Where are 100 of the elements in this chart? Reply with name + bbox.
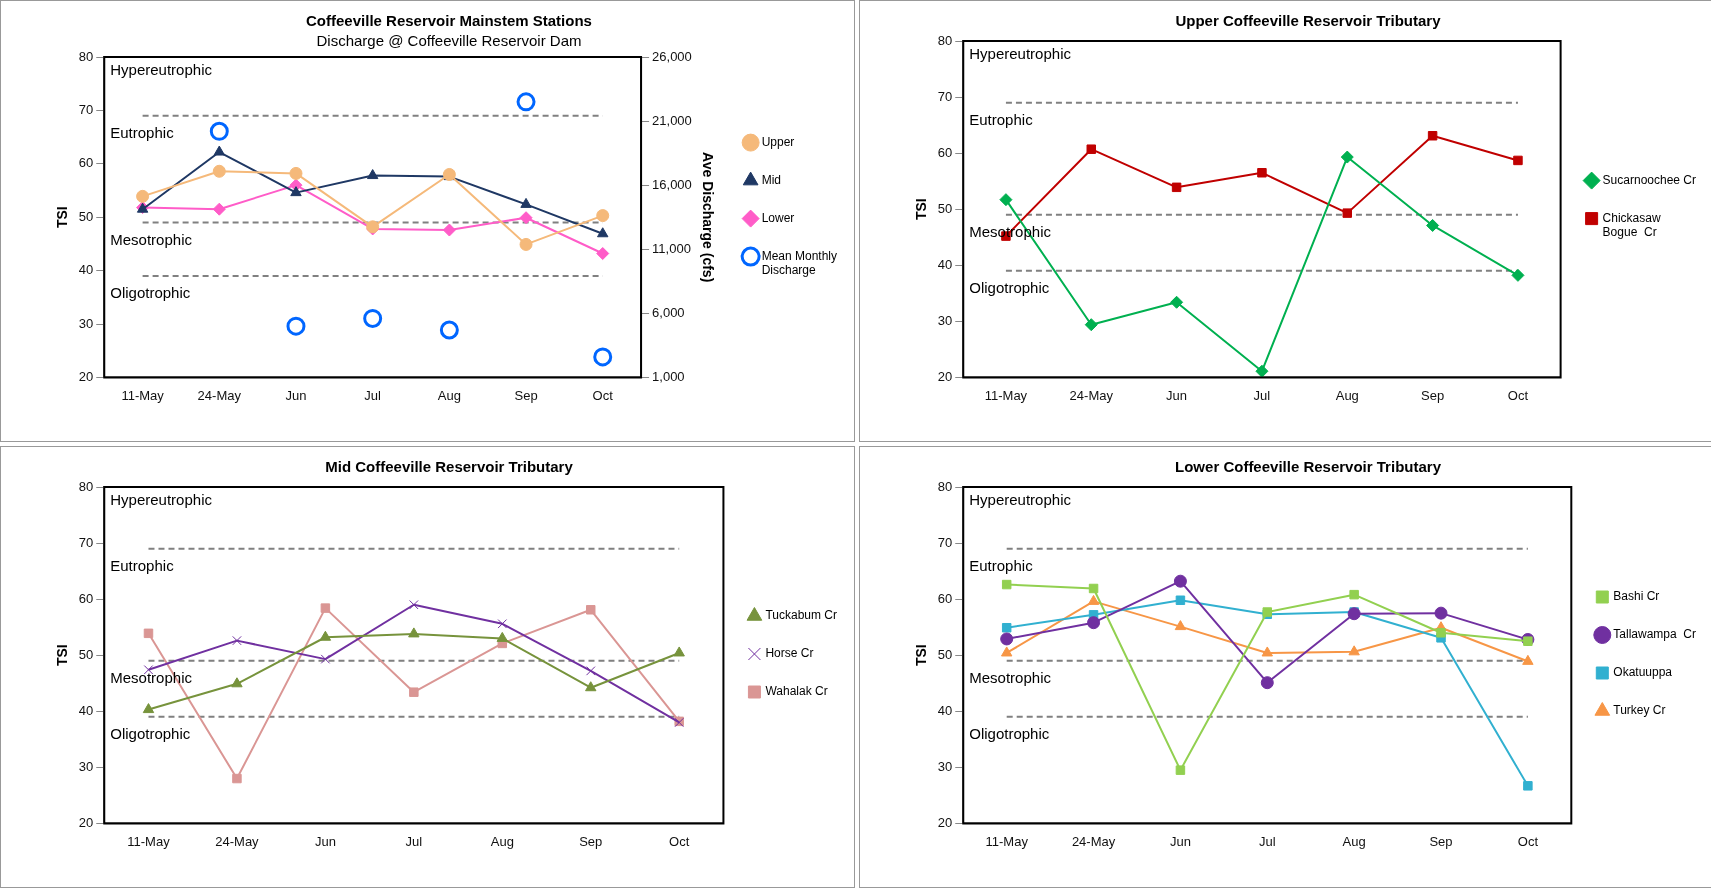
- y2-tick-label: 26,000: [652, 48, 692, 64]
- x-tick-label: Oct: [592, 387, 614, 403]
- chart-title: Coffeeville Reservoir Mainstem Stations: [306, 12, 592, 30]
- annotation: Hypereutrophic: [969, 45, 1072, 63]
- legend-label: Lower: [761, 210, 795, 225]
- x-tick-label: 11-May: [984, 387, 1028, 403]
- annotation: Oligotrophic: [969, 725, 1050, 743]
- legend-label: Okatuuppa: [1613, 665, 1673, 680]
- legend-label: Tuckabum Cr: [765, 608, 838, 623]
- y2-tick-label: 11,000: [652, 240, 691, 256]
- legend-label: Tallawampa Cr: [1613, 627, 1697, 642]
- legend-label: Wahalak Cr: [765, 684, 828, 699]
- x-tick-label: Jun: [314, 833, 336, 849]
- y2-axis-title: Ave Discharge (cfs): [700, 152, 717, 283]
- x-tick-label: 11-May: [127, 833, 171, 849]
- y-tick-label: 80: [937, 32, 953, 48]
- x-tick-label: Aug: [437, 387, 461, 403]
- y-tick-label: 60: [937, 144, 953, 160]
- annotation: Oligotrophic: [110, 284, 191, 302]
- y2-tick-label: 21,000: [652, 112, 692, 128]
- x-tick-label: 24-May: [1071, 833, 1116, 849]
- y2-tick-label: 6,000: [652, 304, 685, 320]
- legend-label: Mean Monthly Discharge: [761, 248, 838, 278]
- y-tick-label: 30: [78, 315, 94, 331]
- x-tick-label: Jul: [1253, 387, 1271, 403]
- annotation: Eutrophic: [969, 556, 1034, 574]
- y2-tick-label: 1,000: [652, 368, 685, 384]
- x-tick-label: Oct: [669, 833, 690, 849]
- annotation: Hypereutrophic: [969, 491, 1072, 509]
- annotation: Hypereutrophic: [110, 491, 213, 509]
- y-tick-label: 80: [78, 48, 94, 64]
- y-tick-label: 70: [937, 534, 953, 550]
- x-tick-label: Jul: [364, 387, 382, 403]
- y-tick-label: 40: [937, 702, 953, 718]
- y-axis-title: TSI: [913, 198, 930, 221]
- legend-label: Chickasaw Bogue Cr: [1602, 210, 1661, 240]
- x-tick-label: 11-May: [121, 387, 165, 403]
- x-tick-label: Jun: [1166, 387, 1188, 403]
- y-tick-label: 20: [78, 814, 94, 830]
- y-tick-label: 70: [78, 534, 94, 550]
- y-tick-label: 40: [78, 702, 94, 718]
- chart-subtitle: Discharge @ Coffeeville Reservoir Dam: [316, 32, 582, 50]
- legend-label: Bashi Cr: [1613, 589, 1660, 604]
- legend-label: Mid: [761, 172, 781, 187]
- x-tick-label: Jul: [405, 833, 423, 849]
- x-tick-label: 24-May: [197, 387, 242, 403]
- y-tick-label: 50: [78, 208, 94, 224]
- y-tick-label: 60: [78, 155, 94, 171]
- x-tick-label: Jul: [1258, 833, 1276, 849]
- annotation: Mesotrophic: [110, 668, 193, 686]
- legend-label: Upper: [761, 134, 795, 149]
- x-tick-label: Aug: [490, 833, 514, 849]
- x-tick-label: Sep: [1421, 387, 1445, 403]
- x-tick-label: Sep: [514, 387, 538, 403]
- x-tick-label: Jun: [1169, 833, 1191, 849]
- x-tick-label: Aug: [1335, 387, 1359, 403]
- legend-label: Turkey Cr: [1613, 703, 1666, 718]
- legend-label: Horse Cr: [765, 646, 814, 661]
- y-tick-label: 50: [937, 646, 953, 662]
- y-tick-label: 70: [937, 88, 953, 104]
- y-tick-label: 40: [78, 262, 94, 278]
- annotation: Eutrophic: [110, 556, 175, 574]
- annotation: Oligotrophic: [969, 279, 1050, 297]
- x-tick-label: Oct: [1517, 833, 1539, 849]
- y-tick-label: 30: [937, 758, 953, 774]
- y-axis-title: TSI: [54, 644, 71, 667]
- y2-tick-label: 16,000: [652, 176, 692, 192]
- x-tick-label: Oct: [1507, 387, 1529, 403]
- x-tick-label: Sep: [579, 833, 603, 849]
- x-tick-label: 24-May: [1069, 387, 1114, 403]
- annotation: Oligotrophic: [110, 725, 191, 743]
- chart-title: Lower Coffeeville Reservoir Tributary: [1175, 458, 1442, 476]
- y-tick-label: 20: [78, 368, 94, 384]
- x-tick-label: 24-May: [215, 833, 260, 849]
- annotation: Mesotrophic: [110, 230, 193, 248]
- annotation: Eutrophic: [969, 110, 1034, 128]
- y-tick-label: 50: [937, 200, 953, 216]
- y-tick-label: 50: [78, 646, 94, 662]
- y-tick-label: 30: [78, 758, 94, 774]
- y-axis-title: TSI: [54, 206, 71, 229]
- annotation: Eutrophic: [110, 123, 175, 141]
- y-tick-label: 70: [78, 101, 94, 117]
- chart-title: Mid Coffeeville Reservoir Tributary: [325, 458, 574, 476]
- y-tick-label: 30: [937, 312, 953, 328]
- y-tick-label: 80: [937, 478, 953, 494]
- chart-title: Upper Coffeeville Reservoir Tributary: [1175, 12, 1442, 30]
- y-tick-label: 40: [937, 256, 953, 272]
- x-tick-label: Jun: [285, 387, 307, 403]
- y-tick-label: 60: [78, 590, 94, 606]
- y-tick-label: 20: [937, 368, 953, 384]
- legend-label: Sucarnoochee Cr: [1602, 172, 1696, 187]
- y-axis-title: TSI: [913, 644, 930, 667]
- y-tick-label: 20: [937, 814, 953, 830]
- annotation: Mesotrophic: [969, 668, 1052, 686]
- y-tick-label: 60: [937, 590, 953, 606]
- annotation: Hypereutrophic: [110, 61, 213, 79]
- x-tick-label: Aug: [1342, 833, 1366, 849]
- y-tick-label: 80: [78, 478, 94, 494]
- x-tick-label: 11-May: [985, 833, 1029, 849]
- x-tick-label: Sep: [1429, 833, 1453, 849]
